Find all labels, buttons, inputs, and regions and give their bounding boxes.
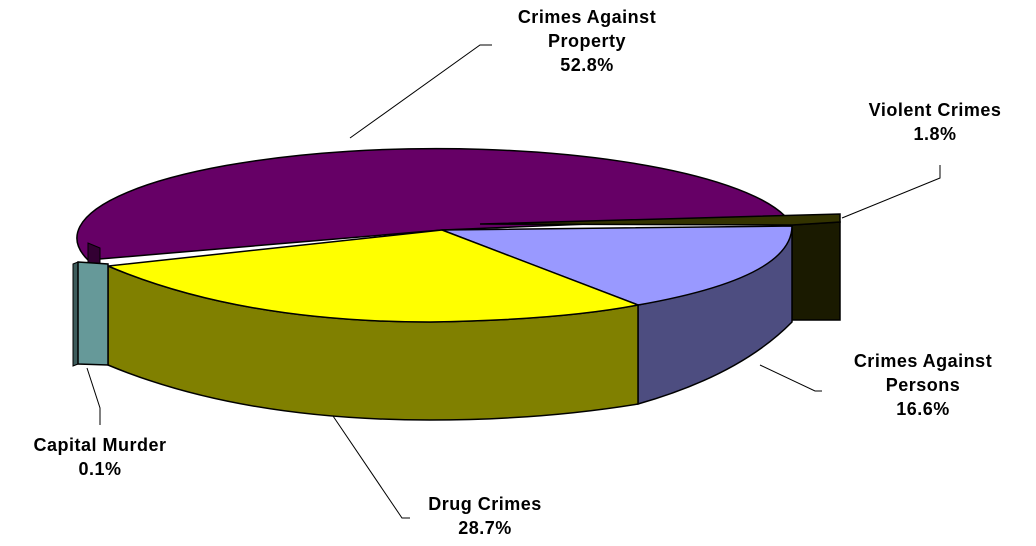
- label-value: 1.8%: [913, 124, 957, 144]
- label-capital-murder: Capital Murder 0.1%: [0, 433, 200, 481]
- label-value: 0.1%: [78, 459, 122, 479]
- slice-drug-crimes: [105, 229, 641, 323]
- label-text-line: Persons: [885, 375, 961, 395]
- label-text-line: Crimes Against: [517, 7, 657, 27]
- slice-crimes-against-property: [76, 147, 787, 261]
- label-text-line: Crimes Against: [853, 351, 993, 371]
- slice-violent-crimes: [479, 213, 841, 226]
- leader-line-persons: [759, 364, 822, 392]
- label-value: 16.6%: [896, 399, 950, 419]
- slice-capital-murder: [77, 261, 109, 366]
- label-value: 52.8%: [560, 55, 614, 75]
- leader-line-drug: [332, 415, 410, 519]
- label-value: 28.7%: [458, 518, 512, 538]
- label-text-line: Property: [547, 31, 627, 51]
- slice-violent-crimes-side: [791, 221, 841, 321]
- leader-line-capital: [86, 367, 101, 425]
- label-text-line: Drug Crimes: [428, 494, 542, 514]
- label-crimes-against-persons: Crimes Against Persons 16.6%: [818, 349, 1028, 421]
- label-drug-crimes: Drug Crimes 28.7%: [405, 492, 565, 540]
- label-text-line: Capital Murder: [33, 435, 167, 455]
- label-text-line: Violent Crimes: [868, 100, 1002, 120]
- label-violent-crimes: Violent Crimes 1.8%: [840, 98, 1030, 146]
- slice-crimes-against-persons: [441, 225, 793, 306]
- leader-line-violent: [841, 165, 941, 219]
- label-crimes-against-property: Crimes Against Property 52.8%: [497, 5, 677, 77]
- leader-line-property: [349, 44, 492, 139]
